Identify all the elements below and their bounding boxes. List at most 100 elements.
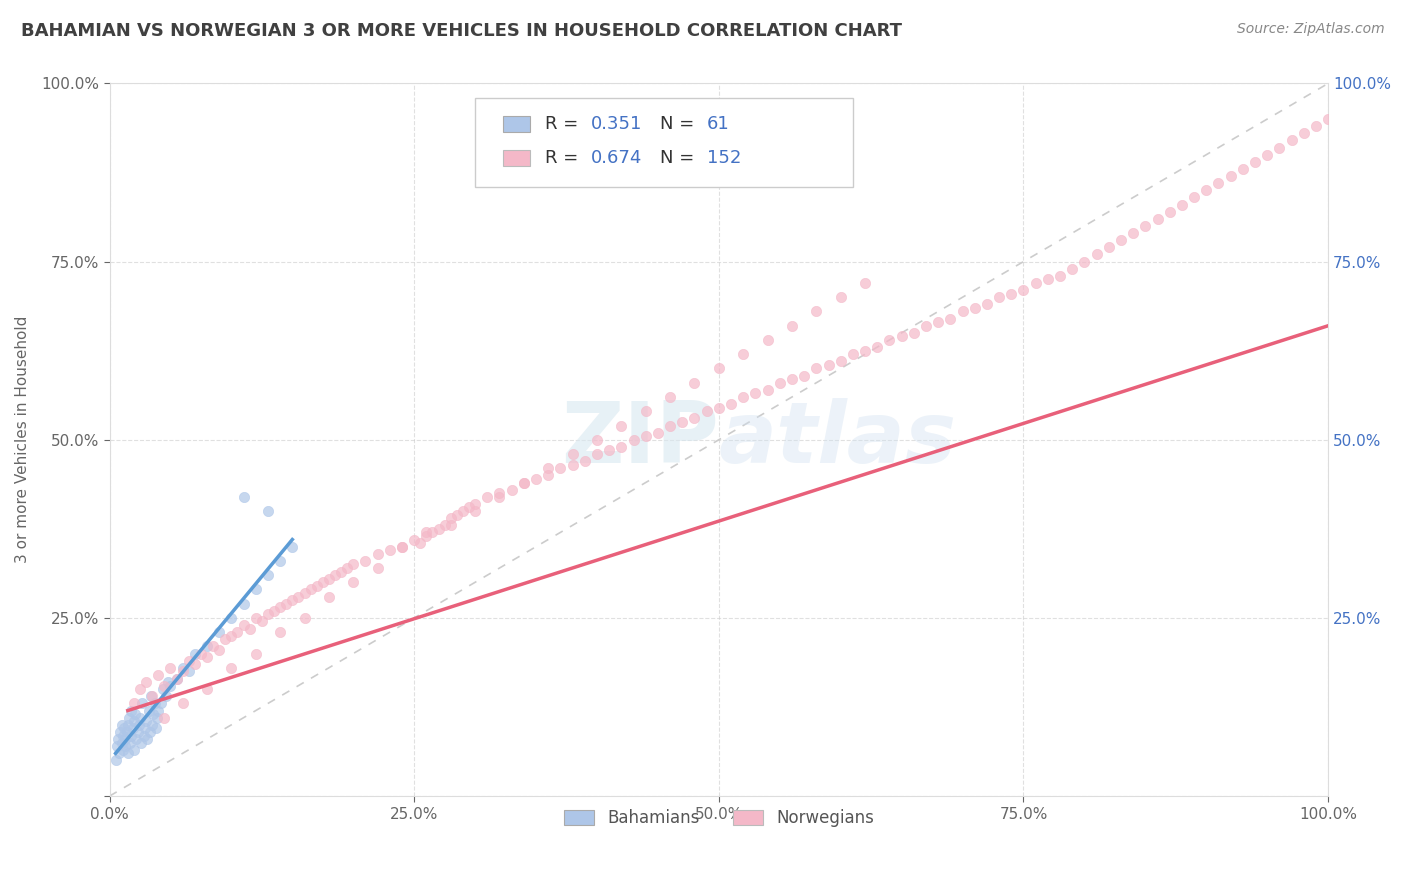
Point [537,461,560,475]
Point [574,454,596,468]
Point [281,593,304,607]
Point [111,743,134,757]
Point [501,483,523,497]
Point [245,647,267,661]
Point [155,690,177,704]
Point [1292,126,1315,140]
Point [683,376,706,390]
Text: R =: R = [544,149,583,168]
Point [780,372,803,386]
Point [110,725,132,739]
Point [294,586,316,600]
Point [336,561,359,575]
Point [149,697,172,711]
Point [318,572,340,586]
Point [131,697,153,711]
Point [433,518,456,533]
Point [963,301,986,315]
Point [245,611,267,625]
Point [806,304,828,318]
Point [121,722,143,736]
Point [976,297,998,311]
Point [1109,233,1132,247]
Point [671,415,693,429]
Point [221,661,243,675]
Point [853,276,876,290]
Y-axis label: 3 or more Vehicles in Household: 3 or more Vehicles in Household [15,316,30,564]
Text: R =: R = [544,115,583,133]
Point [146,711,169,725]
Point [744,386,766,401]
Point [1062,261,1084,276]
Point [221,629,243,643]
Point [1305,119,1327,133]
Point [598,443,620,458]
Point [299,582,322,597]
Point [1171,197,1194,211]
Point [184,657,207,672]
Point [114,732,136,747]
Point [232,490,254,504]
Point [1219,169,1241,183]
Point [159,661,181,675]
Text: 152: 152 [707,149,741,168]
Point [141,718,163,732]
Point [122,743,145,757]
Point [114,739,136,754]
Point [135,675,157,690]
Point [312,575,335,590]
Point [806,361,828,376]
Point [464,504,486,518]
Point [148,668,170,682]
Point [239,622,262,636]
Text: 61: 61 [707,115,730,133]
Point [136,732,159,747]
Point [879,333,901,347]
Point [1244,154,1267,169]
Point [769,376,792,390]
Point [153,711,176,725]
Point [257,504,280,518]
Point [305,579,328,593]
Point [988,290,1011,304]
Point [391,540,413,554]
Point [342,558,364,572]
Point [1317,112,1340,126]
Point [221,611,243,625]
Point [129,711,152,725]
Point [830,354,852,368]
Point [733,347,755,361]
Point [177,654,200,668]
Point [367,547,389,561]
Point [127,725,149,739]
Point [166,672,188,686]
Point [647,425,669,440]
Point [696,404,718,418]
Point [142,707,165,722]
Point [132,729,155,743]
Point [1073,254,1095,268]
Point [135,714,157,729]
Point [550,461,572,475]
Point [323,568,346,582]
Point [683,411,706,425]
Point [172,665,194,679]
Point [415,529,437,543]
Point [257,607,280,622]
Point [118,711,141,725]
Point [153,679,176,693]
Point [141,690,163,704]
Text: BAHAMIAN VS NORWEGIAN 3 OR MORE VEHICLES IN HOUSEHOLD CORRELATION CHART: BAHAMIAN VS NORWEGIAN 3 OR MORE VEHICLES… [21,22,903,40]
Point [866,340,889,354]
Point [138,704,160,718]
Point [111,729,134,743]
Point [115,725,138,739]
Point [513,475,536,490]
Point [1146,211,1168,226]
Point [586,433,609,447]
Point [488,486,510,500]
Point [952,304,974,318]
Point [756,383,779,397]
Point [152,682,174,697]
Point [513,475,536,490]
